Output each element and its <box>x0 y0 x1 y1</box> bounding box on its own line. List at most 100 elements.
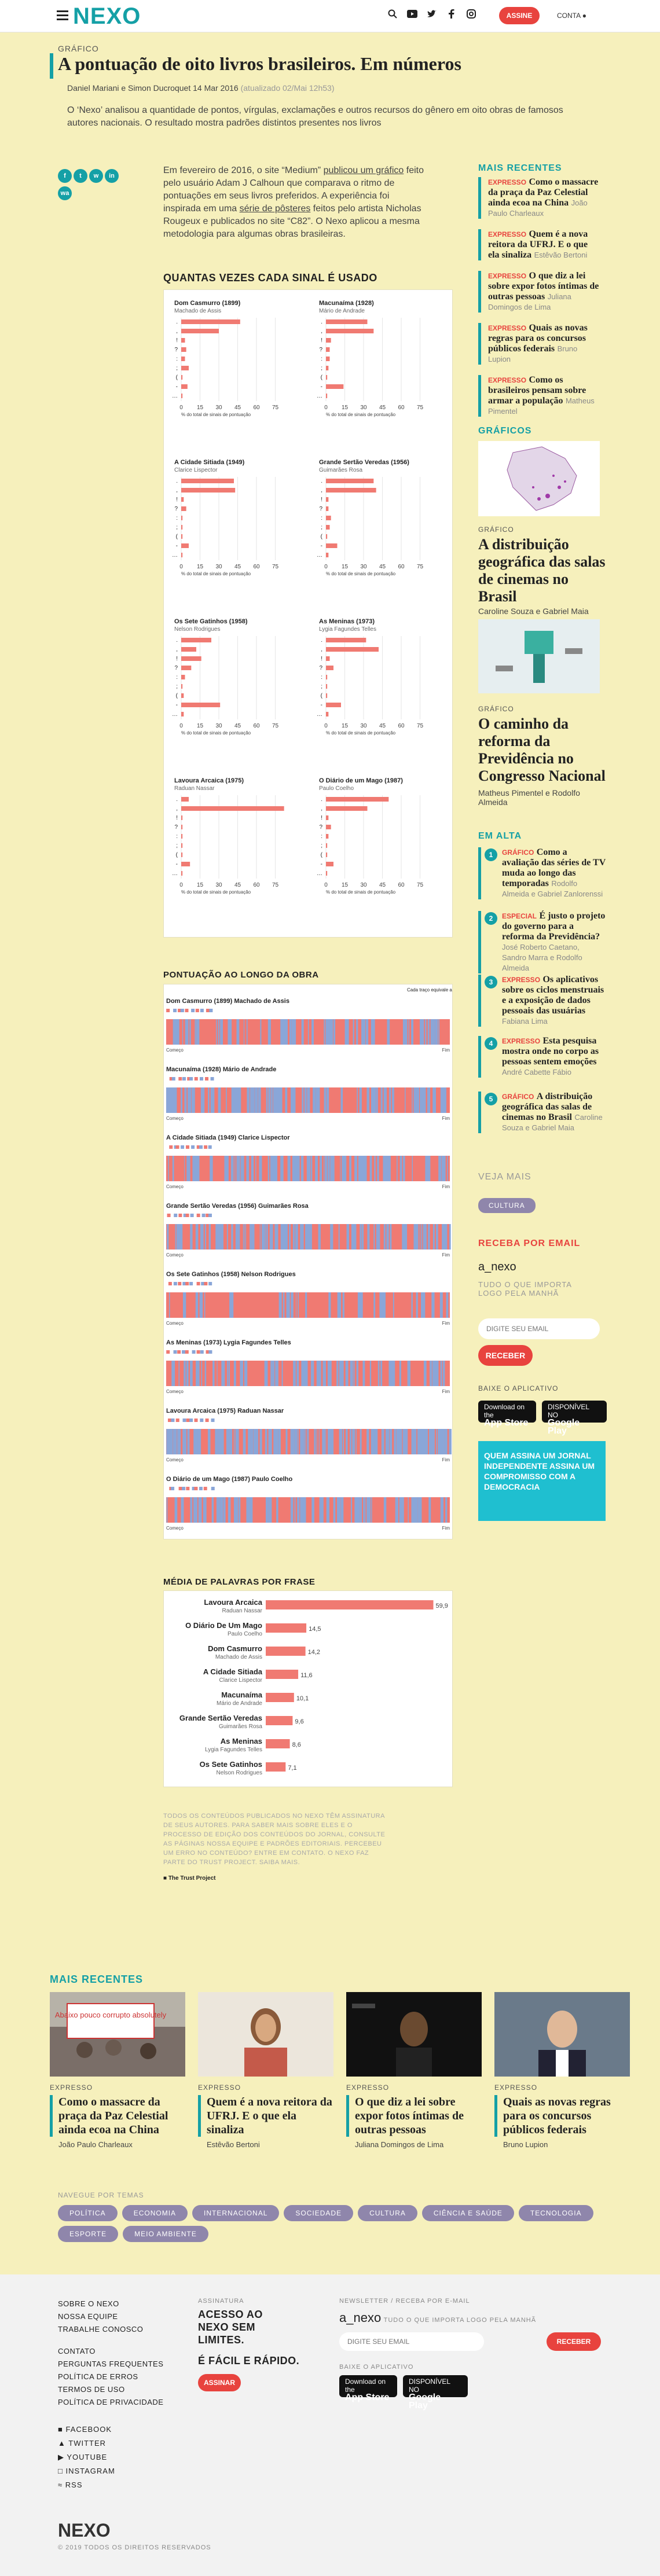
footer-link-faq[interactable]: PERGUNTAS FREQUENTES <box>58 2360 164 2368</box>
recent-card-2-title[interactable]: Quem é a nova reitora da UFRJ. E o que e… <box>198 2095 333 2137</box>
sidebar-googleplay-button[interactable]: DISPONÍVEL NO Google Play <box>542 1401 607 1436</box>
share-linkedin-icon[interactable]: in <box>105 169 119 183</box>
sidebar-email-input[interactable] <box>478 1318 600 1339</box>
alta-item[interactable]: 2 ESPECIAL É justo o projeto do governo p… <box>478 911 606 973</box>
avg-category-label: Grande Sertão Veredas <box>179 1714 262 1722</box>
recent-card-4[interactable]: EXPRESSO Quais as novas regras para os c… <box>494 1992 630 2149</box>
title-accent-bar <box>50 53 53 79</box>
footer-twitter[interactable]: ▲ TWITTER <box>58 2437 115 2450</box>
sidebar-recent-title[interactable]: Como o massacre da praça da Paz Celestia… <box>488 177 599 208</box>
sidebar-recent-title[interactable]: Quem é a nova reitora da UFRJ. E o que e… <box>488 229 588 260</box>
footer-googleplay-button[interactable]: DISPONÍVEL NO Google Play <box>403 2375 468 2410</box>
footer-logo[interactable]: NEXO <box>58 2520 111 2541</box>
bar <box>326 384 344 389</box>
sidebar-appstore-button[interactable]: Download on the App Store <box>478 1401 536 1428</box>
trust-project-logo[interactable]: ■ The Trust Project <box>163 1875 216 1882</box>
alta-item[interactable]: 1 GRÁFICO Como a avaliação das séries de … <box>478 847 606 899</box>
timeline-tick <box>354 1497 358 1523</box>
share-whatsapp-alt-icon[interactable]: wa <box>58 186 72 200</box>
sidebar-recent-item[interactable]: EXPRESSO Como os brasileiros pensam sobr… <box>478 375 600 417</box>
sidebar-recent-item[interactable]: EXPRESSO Quem é a nova reitora da UFRJ. … <box>478 229 600 260</box>
recent-card-1[interactable]: Abaixo pouco corrupto absolutely EXPRESS… <box>50 1992 185 2149</box>
tag-esporte[interactable]: ESPORTE <box>58 2226 119 2242</box>
tag-economia[interactable]: ECONOMIA <box>122 2205 188 2221</box>
recent-card-2[interactable]: EXPRESSO Quem é a nova reitora da UFRJ. … <box>198 1992 333 2149</box>
sidebar-recent-title[interactable]: Como os brasileiros pensam sobre armar a… <box>488 375 586 406</box>
tag-ciencia-saude[interactable]: CIÊNCIA E SAÚDE <box>421 2205 514 2221</box>
footer-link-equipe[interactable]: NOSSA EQUIPE <box>58 2312 118 2321</box>
timeline-tick <box>208 1429 211 1454</box>
account-link[interactable]: CONTA ● <box>557 12 586 20</box>
sidebar-recent-title[interactable]: Quais as novas regras para os concursos … <box>488 323 588 354</box>
culture-tag[interactable]: CULTURA <box>478 1198 536 1213</box>
footer-link-sobre[interactable]: SOBRE O NEXO <box>58 2299 119 2308</box>
recent-card-1-title[interactable]: Como o massacre da praça da Paz Celestia… <box>50 2095 185 2137</box>
recent-card-3[interactable]: EXPRESSO O que diz a lei sobre expor fot… <box>346 1992 482 2149</box>
sidebar-recent-title[interactable]: O que diz a lei sobre expor fotos íntima… <box>488 271 599 302</box>
tag-internacional[interactable]: INTERNACIONAL <box>192 2205 280 2221</box>
youtube-icon[interactable] <box>406 8 418 20</box>
site-logo[interactable]: NEXO <box>73 3 141 29</box>
alta-title[interactable]: Os aplicativos sobre os ciclos menstruai… <box>502 975 604 1016</box>
footer-link-privacidade[interactable]: POLÍTICA DE PRIVACIDADE <box>58 2398 164 2406</box>
sidebar-recent-item[interactable]: EXPRESSO O que diz a lei sobre expor fot… <box>478 271 600 313</box>
subscription-promo[interactable]: QUEM ASSINA UM JORNAL INDEPENDENTE ASSIN… <box>478 1441 606 1521</box>
footer-receive-button[interactable]: RECEBER <box>547 2332 601 2351</box>
footer-link-trabalhe[interactable]: TRABALHE CONOSCO <box>58 2325 144 2334</box>
timeline-tick <box>228 1497 231 1523</box>
recent-card-3-title[interactable]: O que diz a lei sobre expor fotos íntima… <box>346 2095 482 2137</box>
footer-link-termos[interactable]: TERMOS DE USO <box>58 2385 125 2394</box>
alta-item[interactable]: 4 EXPRESSO Esta pesquisa mostra onde no c… <box>478 1036 606 1078</box>
alta-title[interactable]: A distribuição geográfica das salas de c… <box>502 1092 593 1122</box>
menu-icon[interactable] <box>57 10 68 20</box>
footer-youtube[interactable]: ▶ YOUTUBE <box>58 2450 115 2464</box>
tag-cultura[interactable]: CULTURA <box>358 2205 417 2221</box>
recent-card-4-title[interactable]: Quais as novas regras para os concursos … <box>494 2095 630 2137</box>
sidebar-recent-item[interactable]: EXPRESSO Quais as novas regras para os c… <box>478 323 600 365</box>
graphic-1-title[interactable]: A distribuição geográfica das salas de c… <box>478 536 606 605</box>
alta-item[interactable]: 5 GRÁFICO A distribuição geográfica das s… <box>478 1092 606 1133</box>
tag-tecnologia[interactable]: TECNOLOGIA <box>518 2205 593 2221</box>
footer-instagram[interactable]: □ INSTAGRAM <box>58 2464 115 2478</box>
bar-mark-label: - <box>176 861 178 868</box>
previdencia-thumbnail[interactable] <box>478 619 600 693</box>
tag-sociedade[interactable]: SOCIEDADE <box>284 2205 354 2221</box>
timeline-tick <box>427 1019 430 1045</box>
share-facebook-icon[interactable]: f <box>58 169 72 183</box>
footer-facebook[interactable]: ■ FACEBOOK <box>58 2423 115 2437</box>
timeline-tick <box>428 1497 431 1523</box>
timeline-tick <box>252 1087 255 1113</box>
map-thumbnail[interactable] <box>478 441 600 516</box>
footer-subscribe-button[interactable]: ASSINAR <box>198 2374 241 2391</box>
timeline-legend-swatch <box>175 1419 179 1422</box>
footer-email-input[interactable] <box>339 2332 484 2351</box>
footer-link-erros[interactable]: POLÍTICA DE ERROS <box>58 2372 138 2381</box>
intro-link-posters[interactable]: série de pôsteres <box>239 204 311 214</box>
alta-item[interactable]: 3 EXPRESSO Os aplicativos sobre os ciclos… <box>478 975 606 1027</box>
intro-link-medium[interactable]: publicou um gráfico <box>323 166 404 175</box>
alta-title[interactable]: Esta pesquisa mostra onde no corpo as pe… <box>502 1036 599 1067</box>
search-icon[interactable] <box>387 8 398 20</box>
footer-rss[interactable]: ≈ RSS <box>58 2478 115 2492</box>
share-twitter-icon[interactable]: t <box>74 169 87 183</box>
timeline-tick <box>176 1019 179 1045</box>
graphic-2-title[interactable]: O caminho da reforma da Previdência no C… <box>478 715 606 784</box>
recent-card-1-category: EXPRESSO <box>50 2083 93 2092</box>
tag-meio-ambiente[interactable]: MEIO AMBIENTE <box>123 2226 208 2242</box>
facebook-icon[interactable] <box>446 8 457 20</box>
timeline-tick <box>343 1156 347 1181</box>
alta-title[interactable]: Como a avaliação das séries de TV muda a… <box>502 847 606 888</box>
footer-appstore-button[interactable]: Download on the App Store <box>339 2375 397 2402</box>
twitter-icon[interactable] <box>426 8 438 20</box>
footer-link-contato[interactable]: CONTATO <box>58 2347 96 2355</box>
bar-tick-label: 60 <box>398 882 405 888</box>
sidebar-recent-category: EXPRESSO <box>488 178 527 186</box>
share-whatsapp-icon[interactable]: w <box>89 169 103 183</box>
bar <box>181 647 196 652</box>
tag-politica[interactable]: POLÍTICA <box>58 2205 118 2221</box>
sidebar-receive-button[interactable]: RECEBER <box>478 1345 533 1366</box>
subscribe-button[interactable]: ASSINE <box>499 7 540 24</box>
sidebar-recent-item[interactable]: EXPRESSO Como o massacre da praça da Paz… <box>478 177 600 219</box>
instagram-icon[interactable] <box>465 8 477 20</box>
alta-title[interactable]: É justo o projeto do governo para a refo… <box>502 911 606 942</box>
